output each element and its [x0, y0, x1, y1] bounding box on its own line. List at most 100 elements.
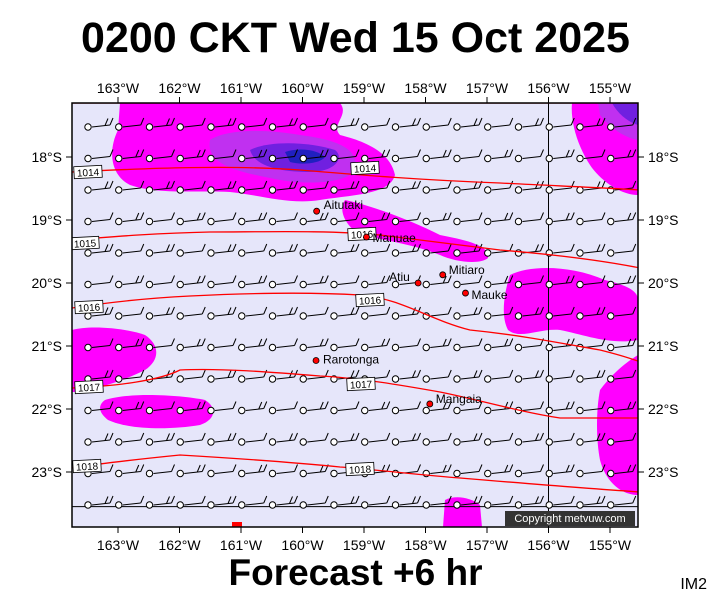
- barb-feather: [104, 181, 109, 189]
- barb-shaft: [307, 219, 326, 222]
- wind-barb: [484, 117, 514, 131]
- wind-barb: [268, 369, 298, 383]
- barb-feather: [627, 338, 632, 347]
- lon-tick-label-bottom: 162°W: [158, 537, 201, 553]
- barb-feather: [324, 149, 329, 157]
- barb-feather: [140, 243, 145, 252]
- barb-shaft: [122, 124, 141, 128]
- isobar-label-text: 1016: [351, 229, 374, 241]
- wind-barb: [330, 432, 360, 446]
- barb-feather: [109, 306, 114, 315]
- barb-shaft: [122, 471, 141, 474]
- barb-station-circle: [299, 312, 307, 320]
- barb-shaft: [122, 376, 141, 380]
- wind-barb: [84, 495, 114, 509]
- barb-feather: [140, 117, 145, 126]
- barb-shaft: [122, 502, 141, 506]
- barb-feather: [227, 307, 232, 315]
- barb-shaft: [337, 219, 357, 222]
- barb-station-circle: [514, 375, 523, 383]
- barb-feather: [171, 212, 175, 220]
- barb-shaft: [522, 313, 541, 317]
- barb-station-circle: [145, 217, 154, 226]
- barb-feather: [263, 180, 268, 189]
- barb-station-circle: [391, 280, 400, 289]
- barb-feather: [227, 370, 232, 378]
- barb-feather: [473, 244, 478, 252]
- wind-barb: [268, 401, 298, 415]
- barb-shaft: [307, 502, 326, 506]
- barb-shaft: [522, 376, 541, 380]
- barb-station-circle: [361, 123, 369, 131]
- isobar-label-text: 1016: [359, 295, 382, 307]
- barb-feather: [355, 338, 360, 346]
- barb-feather: [601, 401, 606, 409]
- barb-station-circle: [115, 375, 123, 383]
- barb-feather: [535, 118, 539, 126]
- town-marker: Mitiaro: [439, 263, 485, 279]
- barb-shaft: [491, 471, 510, 474]
- barb-shaft: [368, 250, 387, 254]
- lon-tick-label-bottom: 156°W: [527, 537, 570, 553]
- town-marker: Aitutaki: [313, 198, 363, 215]
- wind-barb: [607, 495, 637, 509]
- barb-feather: [140, 180, 145, 189]
- wind-barb: [115, 495, 145, 509]
- isobar-label-text: 1014: [77, 167, 100, 179]
- barb-station-circle: [330, 123, 338, 131]
- barb-shaft: [368, 502, 387, 506]
- barb-shaft: [460, 345, 480, 348]
- lat-tick-label-left: 18°S: [31, 149, 62, 165]
- town-dot: [414, 279, 422, 287]
- town-marker: Atiu: [389, 270, 422, 287]
- barb-feather: [386, 432, 391, 441]
- wind-barb: [238, 369, 268, 383]
- wind-barb: [453, 495, 483, 509]
- wind-barb: [207, 180, 237, 194]
- wind-barb: [299, 306, 329, 320]
- barb-shaft: [153, 313, 172, 317]
- barb-shaft: [399, 282, 418, 285]
- isobars-layer: 1014 1014 1015 1016 1016 1016 1017 1017 1018 1018: [72, 103, 638, 493]
- barb-feather: [504, 212, 509, 221]
- barb-station-circle: [115, 312, 123, 320]
- barb-feather: [509, 369, 514, 378]
- wind-barb: [422, 149, 452, 163]
- wind-barb: [268, 117, 298, 131]
- barb-feather: [104, 118, 109, 126]
- town-marker: Mauke: [462, 288, 508, 302]
- barb-shaft: [214, 124, 234, 128]
- barb-station-circle: [238, 469, 246, 478]
- isobar-label-box: [73, 164, 103, 180]
- barb-shaft: [184, 376, 203, 380]
- barb-shaft: [430, 408, 449, 411]
- barb-station-circle: [115, 217, 123, 226]
- barb-feather: [417, 401, 421, 409]
- barb-feather: [442, 464, 447, 473]
- barb-feather: [596, 118, 601, 126]
- wind-barb: [484, 495, 514, 509]
- barb-shaft: [91, 439, 111, 443]
- barb-shaft: [553, 408, 572, 411]
- barb-feather: [632, 212, 637, 220]
- barb-feather: [263, 464, 268, 472]
- barb-feather: [263, 495, 268, 504]
- barb-feather: [632, 338, 637, 346]
- wind-barb: [145, 243, 175, 257]
- barb-shaft: [307, 250, 326, 254]
- wind-barb: [176, 275, 206, 289]
- barb-station-circle: [176, 186, 184, 194]
- barb-shaft: [614, 376, 633, 380]
- wind-barb: [145, 275, 175, 289]
- barb-station-circle: [607, 154, 615, 163]
- barb-feather: [442, 401, 447, 410]
- wind-barb: [145, 149, 175, 163]
- barb-shaft: [184, 408, 203, 411]
- barb-feather: [140, 275, 145, 283]
- barb-feather: [417, 369, 421, 378]
- wind-barb: [330, 401, 360, 415]
- barb-feather: [232, 212, 237, 220]
- barb-feather: [417, 180, 421, 189]
- wind-barb: [268, 464, 298, 478]
- wind-barb: [484, 369, 514, 383]
